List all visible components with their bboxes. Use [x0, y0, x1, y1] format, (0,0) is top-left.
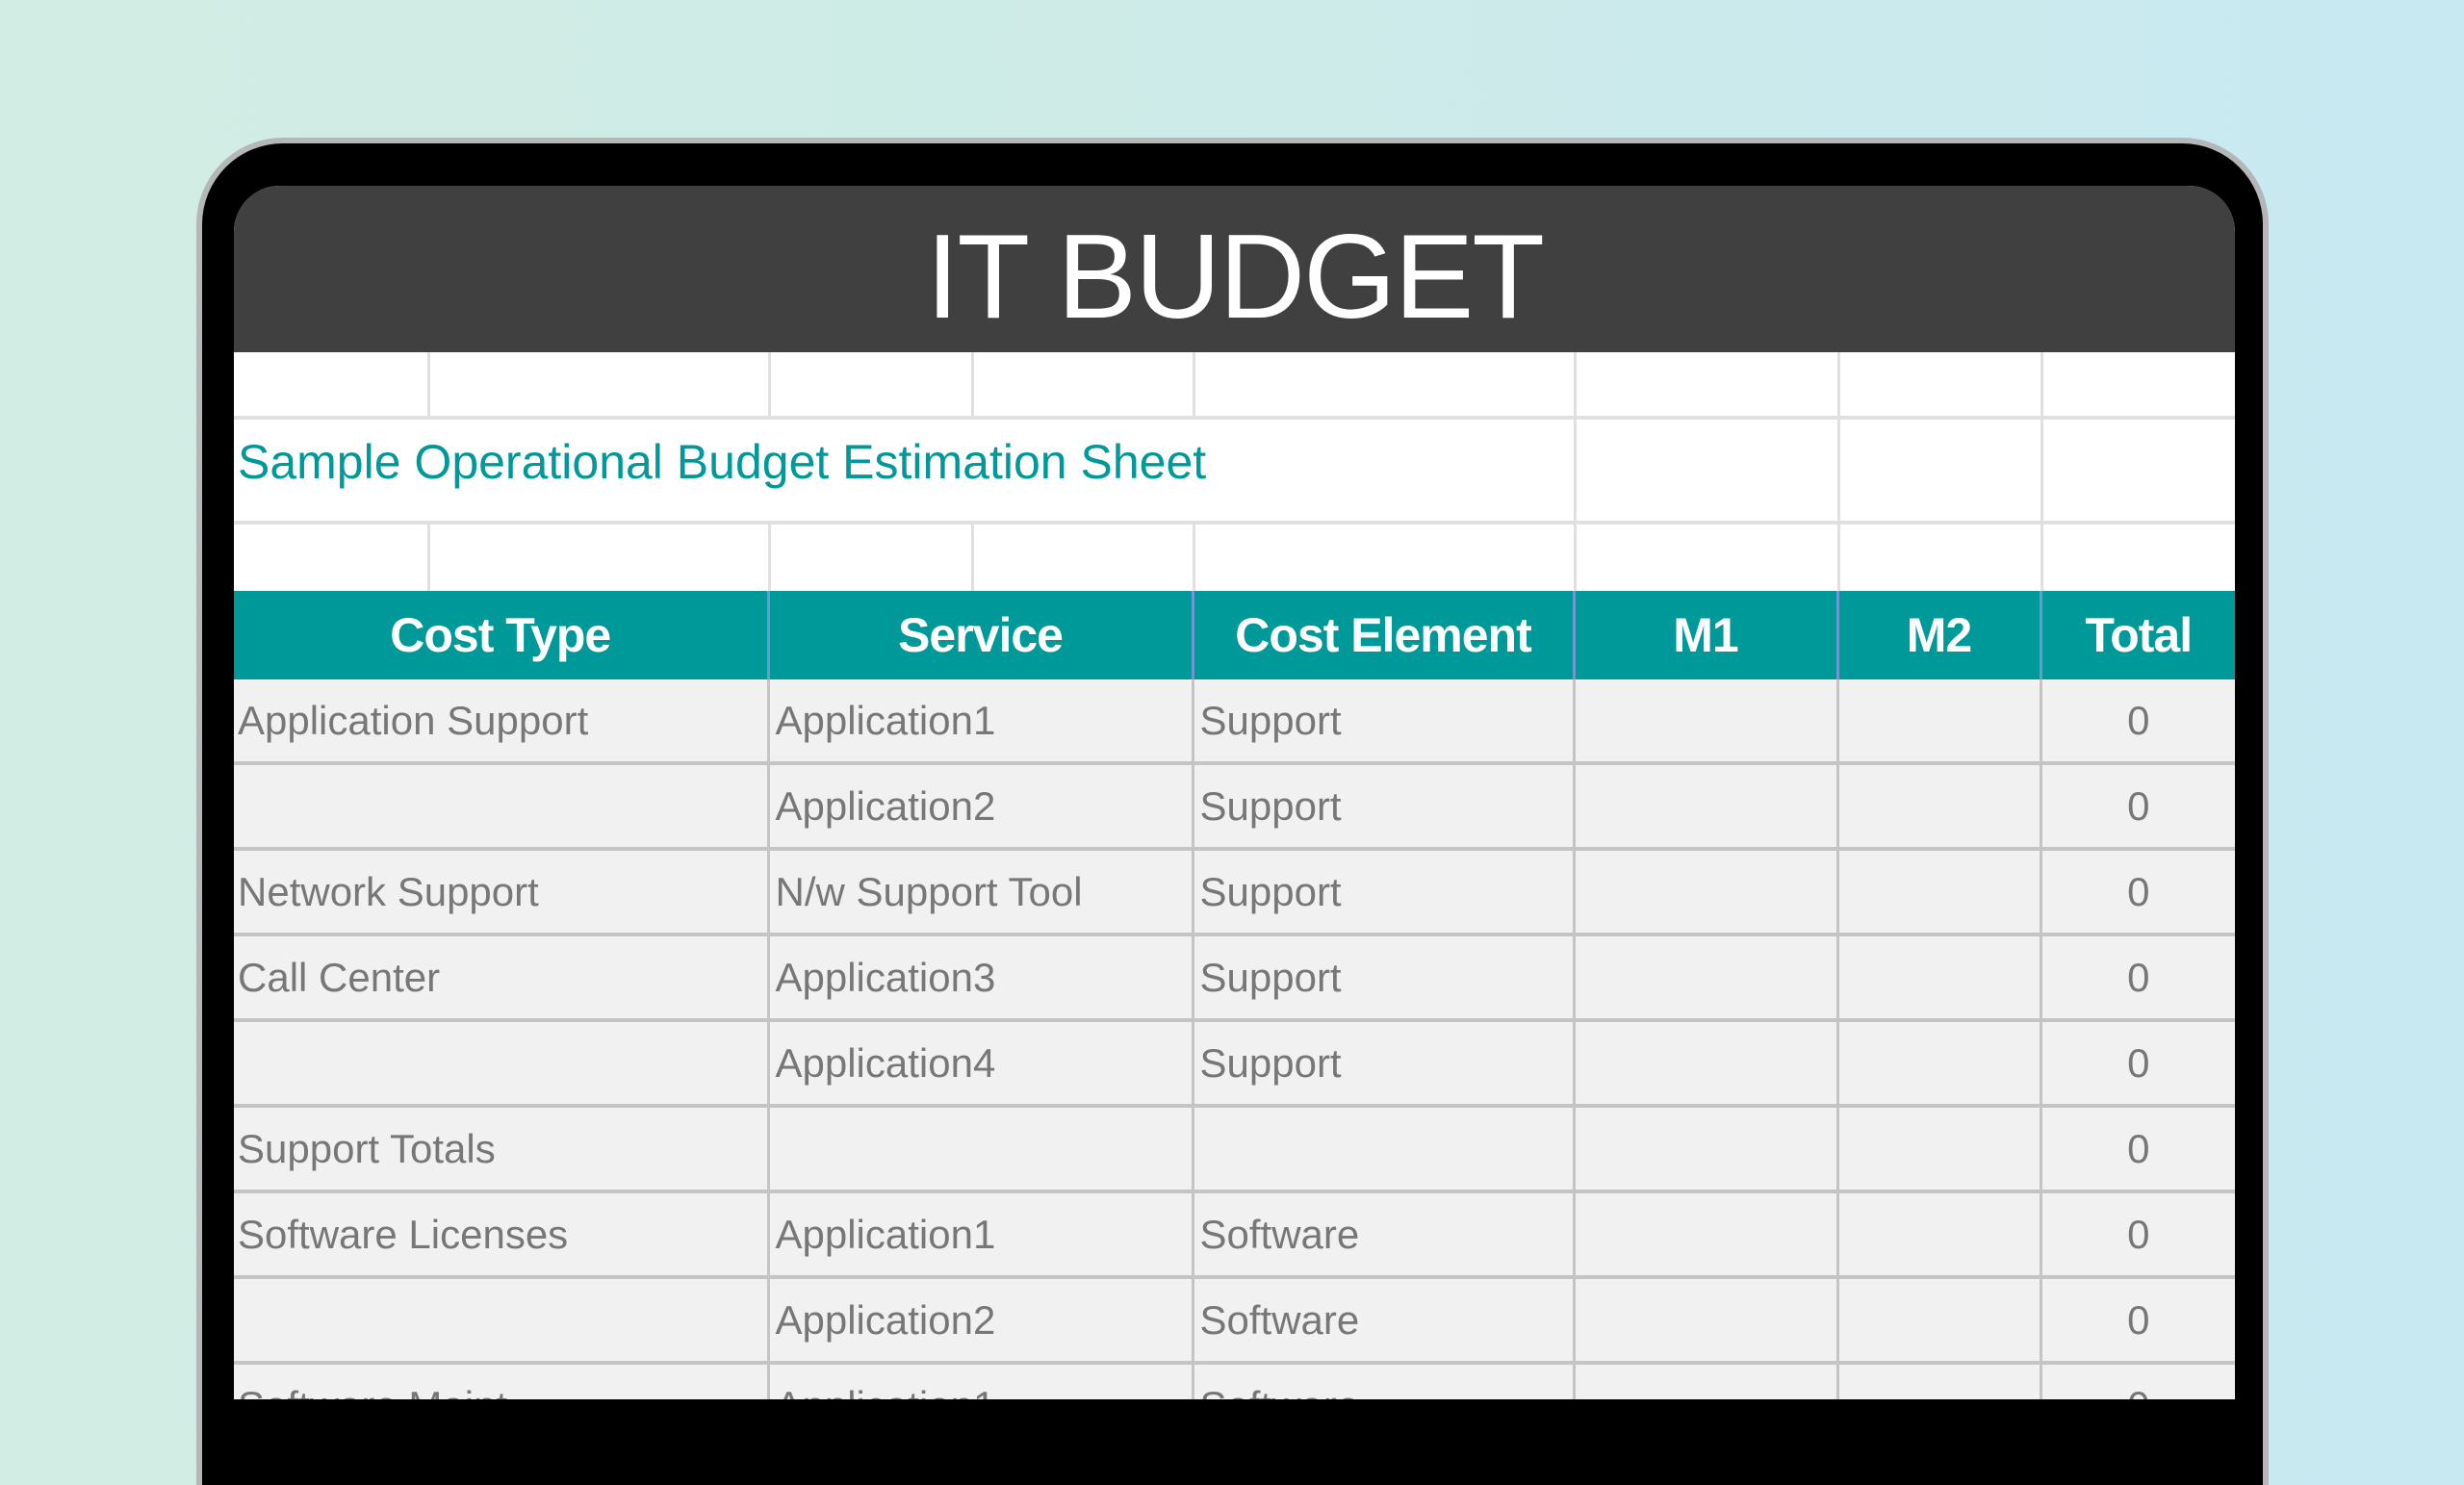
- m1-cell[interactable]: [1572, 1106, 1837, 1193]
- service-cell[interactable]: Application4: [766, 1020, 1193, 1108]
- grid-line: [1837, 352, 1840, 591]
- grid-line: [768, 525, 771, 591]
- cost-type-cell[interactable]: [234, 763, 768, 851]
- m1-cell[interactable]: [1572, 1277, 1837, 1365]
- service-cell[interactable]: Application1: [766, 1363, 1193, 1399]
- page-title: IT BUDGET: [925, 210, 1545, 344]
- table-row: Network Support N/w Support Tool Support 0: [234, 849, 2235, 936]
- total-cell[interactable]: 0: [2039, 763, 2235, 851]
- grid-line: [768, 352, 771, 416]
- column-header-total[interactable]: Total: [2039, 591, 2235, 679]
- total-cell[interactable]: 0: [2039, 1020, 2235, 1108]
- cost-element-cell[interactable]: Support: [1191, 1020, 1574, 1108]
- grid-line: [427, 352, 430, 416]
- column-header-cost-type[interactable]: Cost Type: [234, 591, 768, 679]
- service-cell[interactable]: Application2: [766, 763, 1193, 851]
- grid-line: [1193, 525, 1195, 591]
- table-row: Software Licenses Application1 Software 0: [234, 1191, 2235, 1279]
- cost-element-cell[interactable]: Software: [1191, 1277, 1574, 1365]
- m2-cell[interactable]: [1835, 1363, 2040, 1399]
- cost-element-cell[interactable]: [1191, 1106, 1574, 1193]
- service-cell[interactable]: Application1: [766, 679, 1193, 765]
- cost-type-cell[interactable]: Support Totals: [234, 1106, 768, 1193]
- total-cell[interactable]: 0: [2039, 935, 2235, 1022]
- sheet-subtitle: Sample Operational Budget Estimation She…: [238, 435, 1207, 489]
- column-header-m1[interactable]: M1: [1572, 591, 1837, 679]
- grid-line: [234, 521, 2235, 525]
- cost-element-cell[interactable]: Support: [1191, 679, 1574, 765]
- table-row: Application Support Application1 Support 0: [234, 679, 2235, 765]
- total-cell[interactable]: 0: [2039, 1191, 2235, 1279]
- m2-cell[interactable]: [1835, 1106, 2040, 1193]
- m1-cell[interactable]: [1572, 935, 1837, 1022]
- column-header-service[interactable]: Service: [766, 591, 1193, 679]
- cost-element-cell[interactable]: Software: [1191, 1191, 1574, 1279]
- cost-type-cell[interactable]: [234, 1277, 768, 1365]
- m1-cell[interactable]: [1572, 1363, 1837, 1399]
- m1-cell[interactable]: [1572, 849, 1837, 936]
- service-cell[interactable]: [766, 1106, 1193, 1193]
- cost-type-cell[interactable]: [234, 1020, 768, 1108]
- service-cell[interactable]: N/w Support Tool: [766, 849, 1193, 936]
- cost-type-cell[interactable]: Software Licenses: [234, 1191, 768, 1279]
- service-cell[interactable]: Application3: [766, 935, 1193, 1022]
- cost-element-cell[interactable]: Support: [1191, 849, 1574, 936]
- m2-cell[interactable]: [1835, 763, 2040, 851]
- cost-type-cell[interactable]: Call Center: [234, 935, 768, 1022]
- grid-line: [234, 416, 2235, 420]
- m1-cell[interactable]: [1572, 763, 1837, 851]
- m2-cell[interactable]: [1835, 849, 2040, 936]
- m2-cell[interactable]: [1835, 1191, 2040, 1279]
- total-cell[interactable]: 0: [2039, 849, 2235, 936]
- grid-line: [971, 352, 974, 416]
- cost-element-cell[interactable]: Support: [1191, 935, 1574, 1022]
- cost-type-cell[interactable]: Network Support: [234, 849, 768, 936]
- m2-cell[interactable]: [1835, 1020, 2040, 1108]
- m1-cell[interactable]: [1572, 679, 1837, 765]
- grid-line: [1574, 352, 1577, 591]
- service-cell[interactable]: Application1: [766, 1191, 1193, 1279]
- m2-cell[interactable]: [1835, 679, 2040, 765]
- table-row: Call Center Application3 Support 0: [234, 935, 2235, 1022]
- m1-cell[interactable]: [1572, 1020, 1837, 1108]
- table-row: Application4 Support 0: [234, 1020, 2235, 1108]
- total-cell[interactable]: 0: [2039, 1277, 2235, 1365]
- spreadsheet-screen: IT BUDGET Sample Operational Budget Esti…: [234, 186, 2235, 1399]
- cost-element-cell[interactable]: Support: [1191, 763, 1574, 851]
- total-cell[interactable]: 0: [2039, 679, 2235, 765]
- total-cell[interactable]: 0: [2039, 1106, 2235, 1193]
- grid-line: [427, 525, 430, 591]
- m2-cell[interactable]: [1835, 935, 2040, 1022]
- service-cell[interactable]: Application2: [766, 1277, 1193, 1365]
- title-bar: IT BUDGET: [234, 186, 2235, 352]
- grid-line: [1193, 352, 1195, 416]
- cost-type-cell[interactable]: Application Support: [234, 679, 768, 765]
- cost-type-cell[interactable]: Software Maint: [234, 1363, 768, 1399]
- column-header-cost-element[interactable]: Cost Element: [1191, 591, 1574, 679]
- table-row: Support Totals 0: [234, 1106, 2235, 1193]
- m1-cell[interactable]: [1572, 1191, 1837, 1279]
- m2-cell[interactable]: [1835, 1277, 2040, 1365]
- column-header-m2[interactable]: M2: [1835, 591, 2040, 679]
- table-row: Application2 Software 0: [234, 1277, 2235, 1365]
- table-row: Software MaintApplication1Software 0: [234, 1363, 2235, 1399]
- grid-line: [971, 525, 974, 591]
- grid-line: [2040, 352, 2043, 591]
- budget-table: Cost Type Service Cost Element M1 M2 Tot…: [234, 591, 2235, 1399]
- header-row: Cost Type Service Cost Element M1 M2 Tot…: [234, 591, 2235, 679]
- cost-element-cell[interactable]: Software: [1191, 1363, 1574, 1399]
- table-row: Application2 Support 0: [234, 763, 2235, 851]
- total-cell[interactable]: 0: [2039, 1363, 2235, 1399]
